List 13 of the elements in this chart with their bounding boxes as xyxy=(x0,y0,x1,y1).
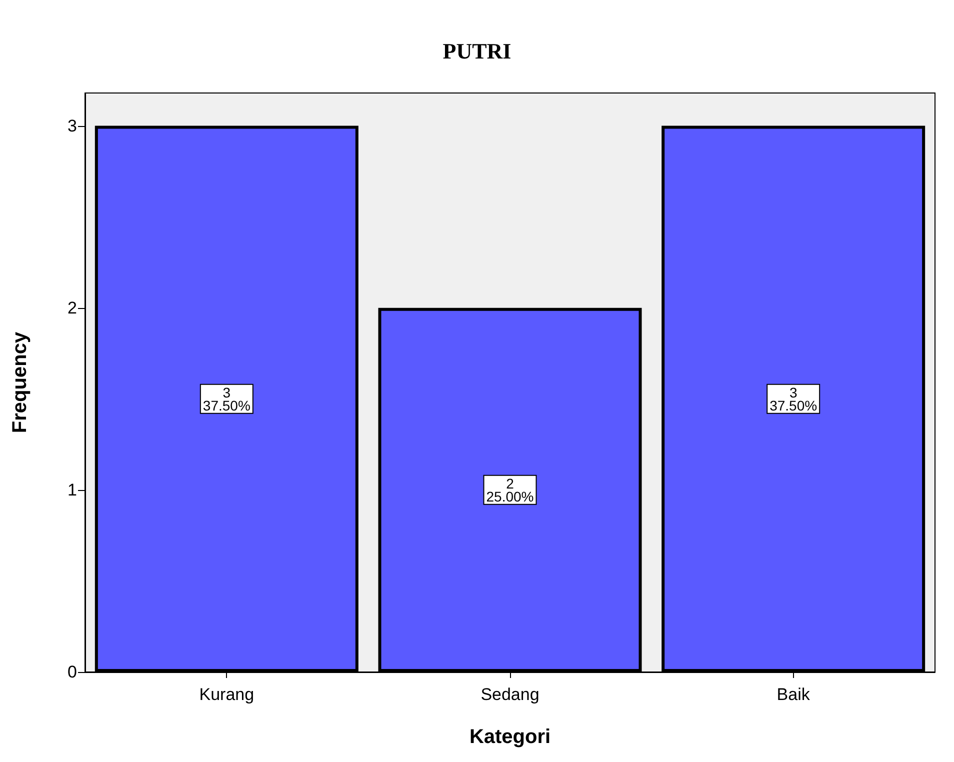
data-label: 2 25.00% xyxy=(486,475,534,504)
y-tick-label: 0 xyxy=(68,662,77,682)
x-axis-title: Kategori xyxy=(469,726,551,748)
y-axis-title: Frequency xyxy=(9,331,31,434)
x-tick-label: Sedang xyxy=(480,685,540,704)
y-tick-label: 3 xyxy=(68,116,77,136)
x-tick-label: Kurang xyxy=(199,685,254,704)
x-tick-label: Baik xyxy=(776,685,810,704)
chart-title: PUTRI xyxy=(442,38,512,64)
y-tick-label: 2 xyxy=(68,298,77,318)
data-label: 3 37.50% xyxy=(770,384,818,414)
data-label: 3 37.50% xyxy=(202,384,250,414)
y-tick-label: 1 xyxy=(68,480,77,500)
